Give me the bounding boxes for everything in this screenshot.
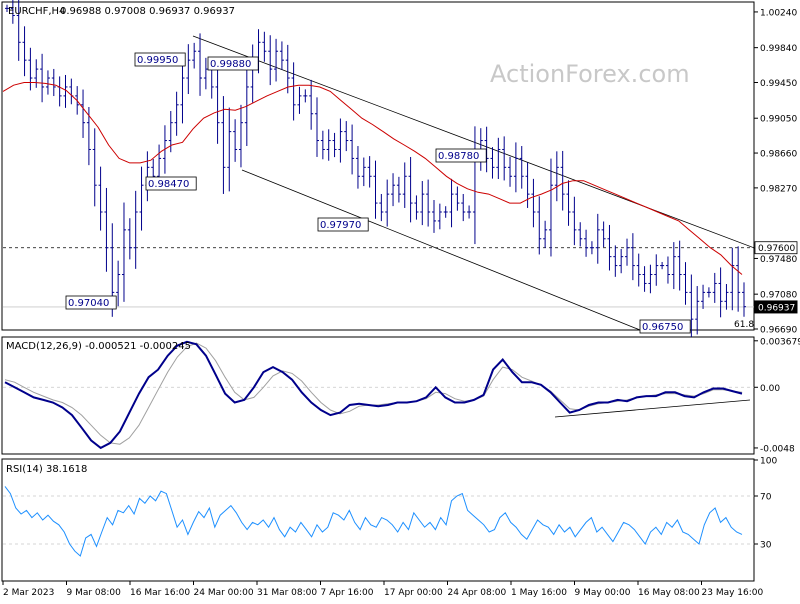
axes: 1.00240 0.99840 0.99450 0.99050 0.98660 0.982… (2, 8, 800, 598)
x-tick-label: 24 Mar 00:00 (194, 588, 254, 598)
price-y-tick-label: 0.98660 (760, 150, 797, 160)
moving-average-line (2, 82, 743, 275)
x-tick-label: 16 Mar 16:00 (130, 588, 190, 598)
rsi-line (4, 486, 743, 557)
price-y-tick-label: 0.98270 (760, 184, 797, 194)
rsi-panel-frame (1, 458, 755, 582)
annotation-label: 0.98780 (438, 151, 479, 162)
annotation-label: 0.98470 (148, 179, 189, 190)
x-tick-label: 17 Apr 00:00 (384, 588, 443, 598)
rsi-series (3, 486, 754, 557)
price-y-tick-label: 0.99050 (760, 115, 797, 125)
x-tick-label: 7 Apr 16:00 (321, 588, 374, 598)
current-price-tag-label: 0.96937 (758, 303, 795, 313)
annotation-box (317, 217, 369, 232)
annotation-box (65, 295, 117, 310)
watermark: ActionForex.com (490, 60, 690, 88)
macd-line (4, 340, 743, 450)
channel-lower-line (241, 169, 641, 331)
price-y-tick-label: 0.99840 (760, 44, 797, 54)
price-y-tick-label: 0.99450 (760, 79, 797, 89)
current-price-tag (754, 300, 798, 314)
macd-title: MACD(12,26,9) -0.000521 -0.000245 (6, 341, 191, 352)
x-tick-label: 24 Apr 08:00 (448, 588, 507, 598)
macd-y-tick-label: -0.0048 (760, 444, 795, 454)
resistance-tag (754, 241, 798, 255)
annotation-box (435, 148, 487, 163)
x-tick-label: 9 May 00:00 (575, 588, 631, 598)
rsi-y-tick-label: 100 (760, 457, 777, 467)
x-tick-label: 1 May 16:00 (511, 588, 567, 598)
macd-series (3, 340, 754, 450)
resistance-tag-label: 0.97600 (758, 244, 795, 254)
annotation-label: 0.97970 (320, 220, 361, 231)
x-tick-label: 31 Mar 08:00 (257, 588, 317, 598)
annotation-label: 0.99950 (137, 55, 178, 66)
annotation-box (639, 319, 691, 334)
x-tick-label: 16 May 08:00 (638, 588, 700, 598)
x-tick-label: 9 Mar 08:00 (67, 588, 122, 598)
annotation-label: 0.96750 (642, 322, 683, 333)
macd-trendline (554, 399, 751, 418)
price-y-tick-label: 0.96690 (760, 326, 797, 336)
channel-upper-line (192, 35, 766, 253)
price-y-tick-label: 0.97480 (760, 255, 797, 265)
macd-y-tick-label: 0.00 (760, 384, 780, 394)
price-y-tick-label: 1.00240 (760, 8, 797, 18)
rsi-title: RSI(14) 38.1618 (6, 464, 87, 475)
x-tick-label: 2 Mar 2023 (3, 588, 54, 598)
fib-level-label: 61.8 (734, 320, 754, 330)
x-tick-label: 23 May 16:00 (702, 588, 764, 598)
price-annotations: 0.99950 0.99880 0.98470 0.97040 0.97970 0.987… (65, 52, 691, 334)
macd-panel-frame (1, 336, 755, 455)
annotation-box (207, 56, 259, 71)
annotation-label: 0.99880 (210, 59, 251, 70)
symbol-label: EURCHF,H4 (8, 6, 65, 17)
rsi-y-tick-label: 30 (760, 541, 772, 551)
annotation-label: 0.97040 (68, 298, 109, 309)
annotation-box (145, 176, 197, 191)
macd-y-tick-label: 0.003679 (760, 337, 800, 347)
price-y-tick-label: 0.97080 (760, 291, 797, 301)
ohlc-readout: 0.96988 0.97008 0.96937 0.96937 (60, 6, 235, 17)
annotation-box (134, 52, 186, 67)
rsi-y-tick-label: 70 (760, 493, 772, 503)
price-panel-frame (1, 1, 755, 331)
